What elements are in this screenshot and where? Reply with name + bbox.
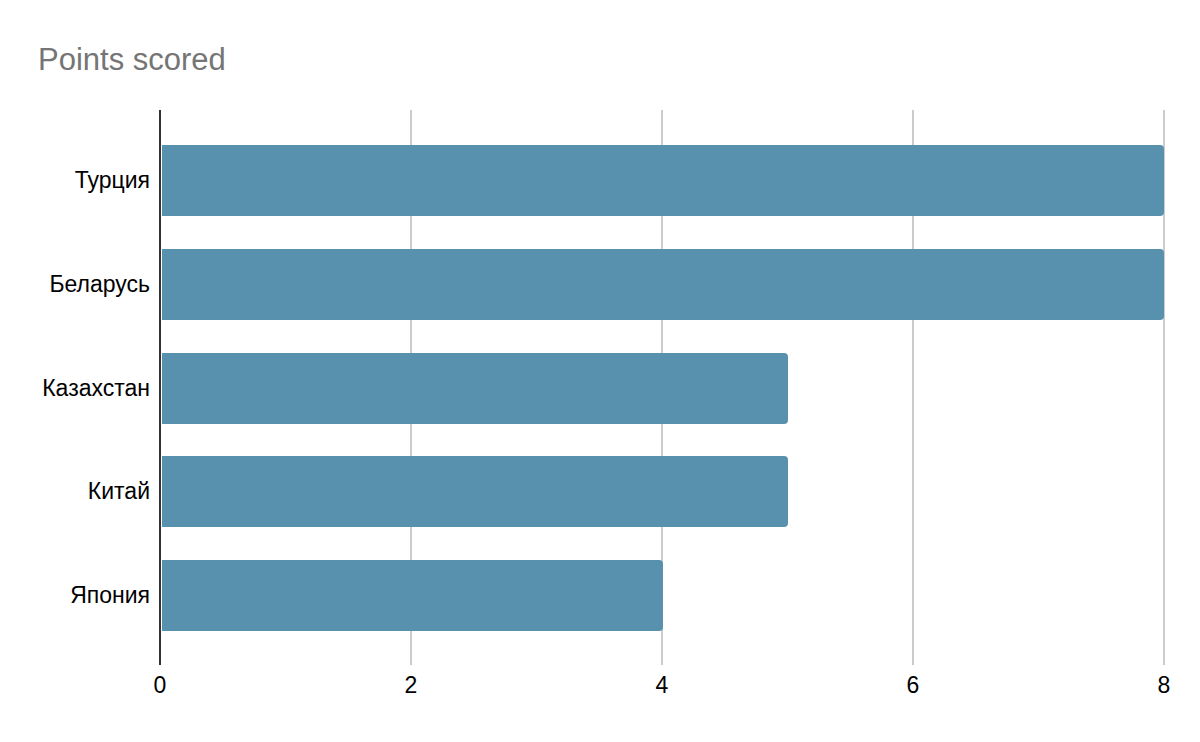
category-label: Китай <box>0 478 150 505</box>
x-tick-label: 2 <box>405 672 418 698</box>
chart-title: Points scored <box>38 42 226 78</box>
x-tick-label: 0 <box>154 672 167 698</box>
bar-Япония[interactable] <box>162 560 663 631</box>
x-tick-label: 4 <box>656 672 669 698</box>
category-label: Япония <box>0 582 150 609</box>
x-tick-label: 6 <box>907 672 920 698</box>
chart-canvas: Points scored Турция Беларусь Казахстан Кит… <box>0 0 1200 742</box>
plot-area <box>160 110 1164 655</box>
x-tick-label: 8 <box>1158 672 1171 698</box>
category-label: Турция <box>0 167 150 194</box>
axis-baseline <box>159 110 161 665</box>
bar-Беларусь[interactable] <box>162 249 1164 320</box>
category-label: Казахстан <box>0 375 150 402</box>
bar-Турция[interactable] <box>162 145 1164 216</box>
bar-Китай[interactable] <box>162 456 788 527</box>
category-label: Беларусь <box>0 271 150 298</box>
bar-Казахстан[interactable] <box>162 353 788 424</box>
